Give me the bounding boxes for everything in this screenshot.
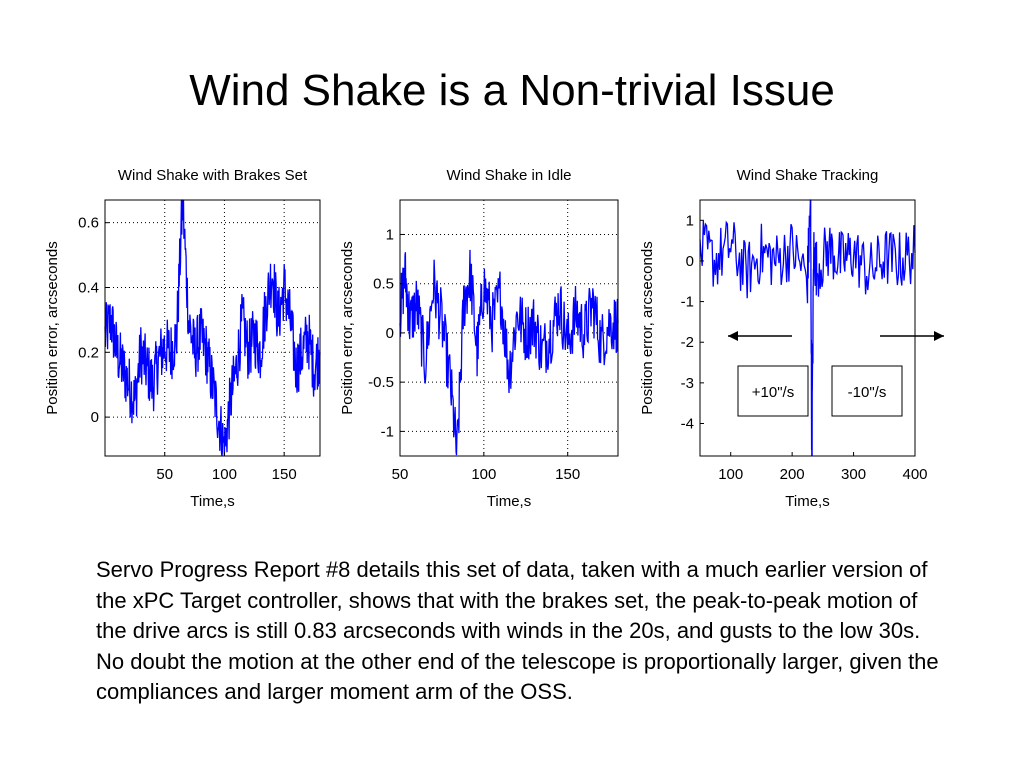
data-trace <box>104 199 321 457</box>
y-tick-label: -0.5 <box>368 374 394 391</box>
y-axis-label: Position error, arcseconds <box>44 241 61 414</box>
chart-brakes-set: Wind Shake with Brakes Set 50 100 150 0 0.2 0.… <box>44 167 321 510</box>
y-tick-label: -2 <box>681 334 694 351</box>
data-trace <box>699 199 916 457</box>
y-tick-label: 0 <box>386 325 394 342</box>
data-trace <box>399 249 619 456</box>
plot-frame <box>104 199 321 457</box>
annotation-box <box>737 365 809 417</box>
y-tick-label: 0.4 <box>78 279 99 296</box>
x-tick-label: 50 <box>392 466 409 483</box>
chart-panel-idle: Wind Shake in Idle 50 100 150 -1 -0.5 0 0.5 1 Tim… <box>338 150 638 520</box>
chart-panel-tracking: Wind Shake Tracking 100 200 300 400 -4 -3 -2 -1 0… <box>639 150 950 520</box>
chart-panel-brakes-set: Wind Shake with Brakes Set 50 100 150 0 0.2 0.… <box>40 150 340 520</box>
x-axis-label: Time,s <box>190 493 234 510</box>
x-tick-label: 100 <box>471 466 496 483</box>
plot-frame <box>699 199 916 457</box>
y-tick-label: -1 <box>681 294 694 311</box>
y-tick-label: -1 <box>381 423 394 440</box>
x-tick-label: 300 <box>841 466 866 483</box>
x-tick-label: 100 <box>718 466 743 483</box>
x-tick-label: 200 <box>780 466 805 483</box>
left-arrow-head <box>728 331 738 341</box>
annotation-box <box>831 365 903 417</box>
y-tick-label: 0.2 <box>78 344 99 361</box>
y-tick-label: -3 <box>681 375 694 392</box>
x-tick-label: 400 <box>902 466 927 483</box>
right-arrow-head <box>934 331 944 341</box>
y-tick-label: 0 <box>91 409 99 426</box>
x-tick-label: 150 <box>555 466 580 483</box>
x-axis-label: Time,s <box>785 493 829 510</box>
x-tick-label: 150 <box>272 466 297 483</box>
x-tick-label: 50 <box>156 466 173 483</box>
y-tick-label: 1 <box>686 212 694 229</box>
annotation-label: -10"/s <box>848 384 887 401</box>
y-tick-label: -4 <box>681 415 694 432</box>
chart-title: Wind Shake Tracking <box>737 167 879 184</box>
plot-frame <box>399 199 619 457</box>
chart-title: Wind Shake in Idle <box>446 167 571 184</box>
y-tick-label: 0.6 <box>78 215 99 232</box>
y-tick-label: 0.5 <box>373 276 394 293</box>
annotation-label: +10"/s <box>752 384 794 401</box>
x-tick-label: 100 <box>212 466 237 483</box>
y-tick-label: 0 <box>686 253 694 270</box>
x-axis-label: Time,s <box>487 493 531 510</box>
y-axis-label: Position error, arcseconds <box>639 241 656 414</box>
chart-idle: Wind Shake in Idle 50 100 150 -1 -0.5 0 0.5 1 Tim… <box>339 167 619 510</box>
body-paragraph: Servo Progress Report #8 details this se… <box>96 557 939 704</box>
slide-title: Wind Shake is a Non-trivial Issue <box>189 66 835 115</box>
y-tick-label: 1 <box>386 226 394 243</box>
y-axis-label: Position error, arcseconds <box>339 241 356 414</box>
chart-title: Wind Shake with Brakes Set <box>118 167 308 184</box>
